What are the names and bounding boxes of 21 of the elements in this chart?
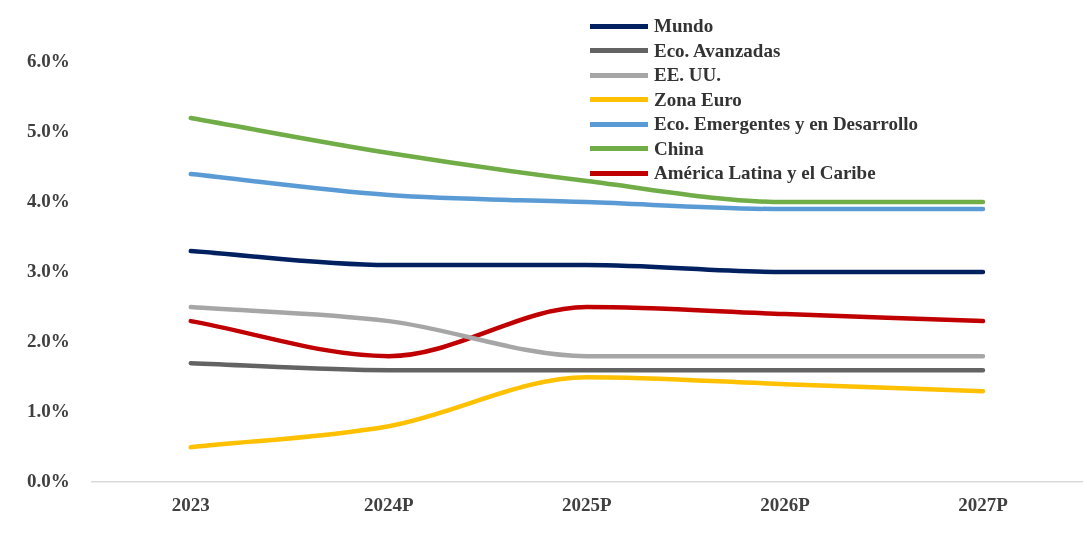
x-tick-label: 2025P xyxy=(562,493,613,515)
y-tick-label: 0.0% xyxy=(27,470,70,492)
legend-label: América Latina y el Caribe xyxy=(654,162,876,185)
legend-label: Eco. Avanzadas xyxy=(654,39,781,62)
line-series xyxy=(188,374,986,450)
legend-label: Eco. Emergentes y en Desarrollo xyxy=(654,113,919,136)
legend-label: Mundo xyxy=(654,15,714,38)
x-tick-label: 2024P xyxy=(364,493,415,515)
legend-label: Zona Euro xyxy=(654,88,742,111)
line-series xyxy=(188,115,986,205)
x-tick-label: 2026P xyxy=(760,493,811,515)
x-tick-label: 2023 xyxy=(171,493,210,515)
legend-label: China xyxy=(654,137,704,160)
y-tick-label: 2.0% xyxy=(27,330,70,352)
y-tick-label: 1.0% xyxy=(27,400,70,422)
y-tick-label: 6.0% xyxy=(27,49,70,71)
legend-label: EE. UU. xyxy=(654,64,722,87)
y-tick-label: 5.0% xyxy=(27,119,70,141)
x-tick-label: 2027P xyxy=(958,493,1009,515)
y-tick-label: 3.0% xyxy=(27,260,70,282)
y-tick-label: 4.0% xyxy=(27,189,70,211)
